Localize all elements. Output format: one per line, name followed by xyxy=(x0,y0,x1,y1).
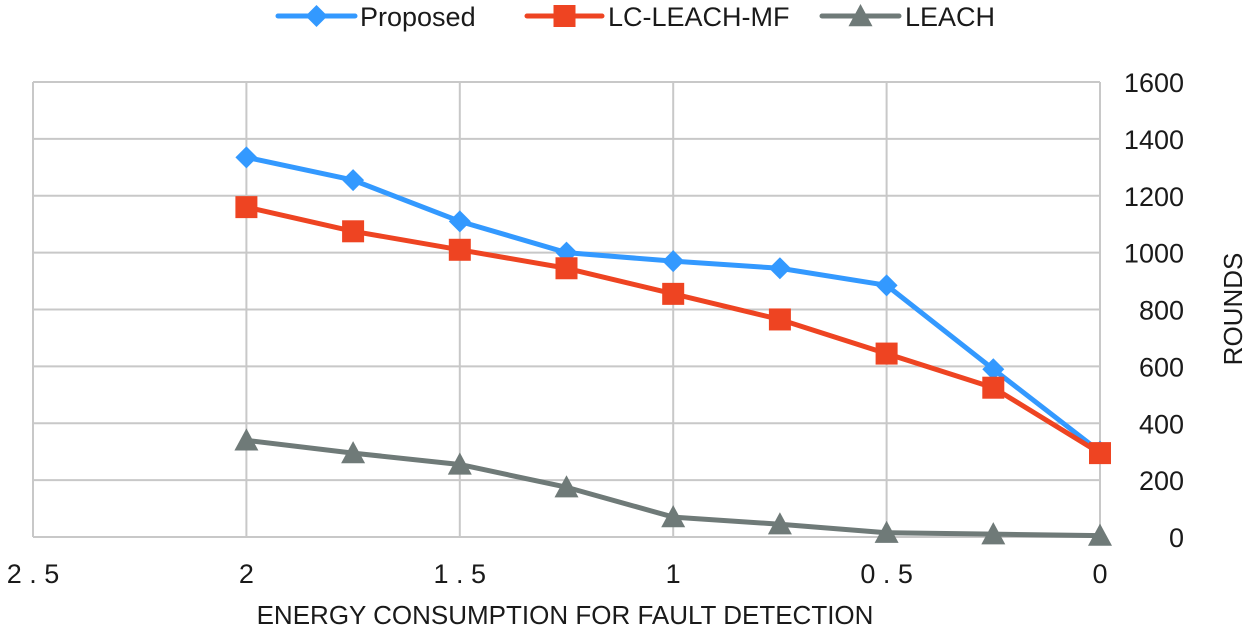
data-point-proposed-6 xyxy=(875,274,898,297)
data-point-proposed-5 xyxy=(768,257,791,280)
data-point-lc-leach-mf-3 xyxy=(555,257,578,280)
x-tick-label-1: 2 xyxy=(239,559,254,589)
data-point-lc-leach-mf-2 xyxy=(448,238,471,261)
y-tick-label-3: 600 xyxy=(1139,352,1184,382)
y-tick-label-5: 1000 xyxy=(1124,239,1184,269)
data-point-leach-5 xyxy=(767,512,792,535)
x-tick-label-4: 0 . 5 xyxy=(860,559,913,589)
x-axis-title: ENERGY CONSUMPTION FOR FAULT DETECTION xyxy=(257,600,874,630)
data-point-lc-leach-mf-6 xyxy=(875,342,898,365)
data-point-leach-3 xyxy=(554,475,579,498)
data-point-leach-7 xyxy=(981,522,1006,545)
legend: Proposed LC-LEACH-MF LEACH xyxy=(275,2,995,32)
y-axis-title: ROUNDS xyxy=(1218,253,1248,366)
x-tick-label-5: 0 xyxy=(1092,559,1107,589)
legend-label-leach: LEACH xyxy=(905,2,995,32)
data-point-lc-leach-mf-8 xyxy=(1089,442,1111,465)
legend-marker-lc-leach-mf xyxy=(553,5,576,27)
legend-item-leach: LEACH xyxy=(819,2,995,32)
y-tick-label-4: 800 xyxy=(1139,296,1184,326)
x-tick-label-3: 1 xyxy=(666,559,681,589)
y-tick-label-0: 0 xyxy=(1169,523,1184,553)
x-tick-label-2: 1 . 5 xyxy=(434,559,487,589)
legend-label-proposed: Proposed xyxy=(360,2,476,32)
series-group xyxy=(234,146,1112,546)
data-point-lc-leach-mf-5 xyxy=(768,308,791,331)
legend-item-lc-leach-mf: LC-LEACH-MF xyxy=(524,2,790,32)
data-point-leach-6 xyxy=(874,520,899,543)
data-point-lc-leach-mf-4 xyxy=(662,282,685,305)
data-point-leach-2 xyxy=(447,452,472,475)
y-tick-label-7: 1400 xyxy=(1124,125,1184,155)
data-point-lc-leach-mf-7 xyxy=(982,376,1005,399)
series-lc-leach-mf xyxy=(235,196,1111,465)
y-tick-label-8: 1600 xyxy=(1124,68,1184,98)
data-point-proposed-0 xyxy=(235,146,258,169)
data-point-proposed-1 xyxy=(342,169,365,192)
x-tick-label-0: 2 . 5 xyxy=(7,559,60,589)
legend-marker-leach xyxy=(848,4,873,27)
series-leach xyxy=(234,428,1112,546)
data-point-lc-leach-mf-0 xyxy=(235,196,258,219)
data-point-leach-0 xyxy=(234,428,259,451)
data-point-leach-1 xyxy=(341,441,366,464)
x-axis-ticks: 2 . 5 2 1 . 5 1 0 . 5 0 xyxy=(7,559,1108,589)
data-point-leach-8 xyxy=(1088,523,1112,546)
data-point-proposed-4 xyxy=(662,250,685,273)
data-point-proposed-7 xyxy=(982,358,1005,381)
legend-marker-proposed xyxy=(305,5,328,27)
data-point-proposed-2 xyxy=(448,210,471,233)
y-axis-ticks: 0 200 400 600 800 1000 1200 1400 1600 xyxy=(1124,68,1184,553)
y-tick-label-6: 1200 xyxy=(1124,182,1184,212)
data-point-leach-4 xyxy=(661,505,686,528)
y-tick-label-1: 200 xyxy=(1139,466,1184,496)
data-point-lc-leach-mf-1 xyxy=(342,220,365,243)
y-tick-label-2: 400 xyxy=(1139,409,1184,439)
legend-item-proposed: Proposed xyxy=(275,2,476,32)
grid xyxy=(32,81,1101,538)
legend-label-lc-leach-mf: LC-LEACH-MF xyxy=(608,2,790,32)
